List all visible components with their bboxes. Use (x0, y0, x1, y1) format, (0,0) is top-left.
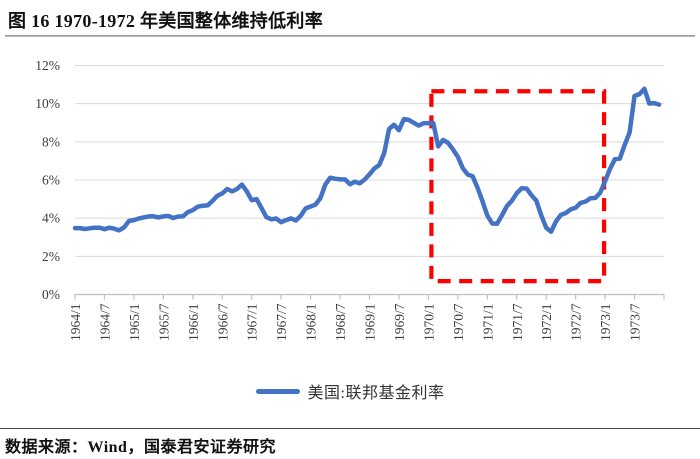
y-axis-tick-label: 2% (42, 249, 60, 264)
series-line-fed-funds-rate (72, 86, 662, 234)
x-axis-tick-label: 1969/1 (363, 304, 378, 342)
data-source-note: 数据来源：Wind，国泰君安证券研究 (5, 439, 276, 456)
x-axis-tick-label: 1970/7 (451, 303, 466, 341)
x-axis-tick-label: 1966/1 (186, 304, 201, 342)
highlight-box (429, 89, 607, 284)
x-axis-tick-label: 1969/7 (392, 303, 407, 341)
x-axis-tick-label: 1971/7 (510, 303, 525, 341)
y-axis-tick-label: 4% (42, 211, 60, 226)
y-axis-tick-label: 6% (42, 173, 60, 188)
line-chart-canvas: 0% 2% 4% 6% 8% 10% 12% 1964/1 1964/7 1965/1 1965/7… (35, 58, 665, 342)
x-axis-tick-label: 1965/1 (127, 304, 142, 342)
y-axis-tick-label: 0% (42, 287, 60, 302)
footer-divider (0, 428, 700, 429)
x-axis-tick-label: 1972/1 (539, 304, 554, 342)
x-axis-tick-label: 1968/7 (333, 303, 348, 341)
x-axis-tick-label: 1970/1 (421, 304, 436, 342)
title-divider (5, 35, 695, 37)
legend-line-swatch (255, 388, 300, 394)
x-axis-tick-label: 1966/7 (215, 303, 230, 341)
x-axis-tick-label: 1967/1 (245, 304, 260, 342)
x-axis-tick-label: 1972/7 (569, 303, 584, 341)
y-axis-tick-label: 10% (35, 96, 60, 111)
legend-series-label: 美国:联邦基金利率 (307, 385, 445, 402)
y-axis-tick-label: 12% (35, 58, 60, 73)
x-axis-tick-label: 1971/1 (480, 304, 495, 342)
x-axis-tick-label: 1967/7 (274, 303, 289, 341)
chart-legend: 美国:联邦基金利率 (0, 380, 700, 402)
x-axis-tick-label: 1968/1 (304, 304, 319, 342)
x-axis-tick-label: 1964/1 (68, 304, 83, 342)
x-axis-tick-label: 1965/7 (156, 303, 171, 341)
y-axis-tick-label: 8% (42, 134, 60, 149)
x-axis-tick-label: 1964/7 (97, 303, 112, 341)
x-axis-tick-label: 1973/1 (598, 304, 613, 342)
figure-title: 图 16 1970-1972 年美国整体维持低利率 (8, 11, 323, 31)
x-axis-tick-label: 1973/7 (628, 303, 643, 341)
